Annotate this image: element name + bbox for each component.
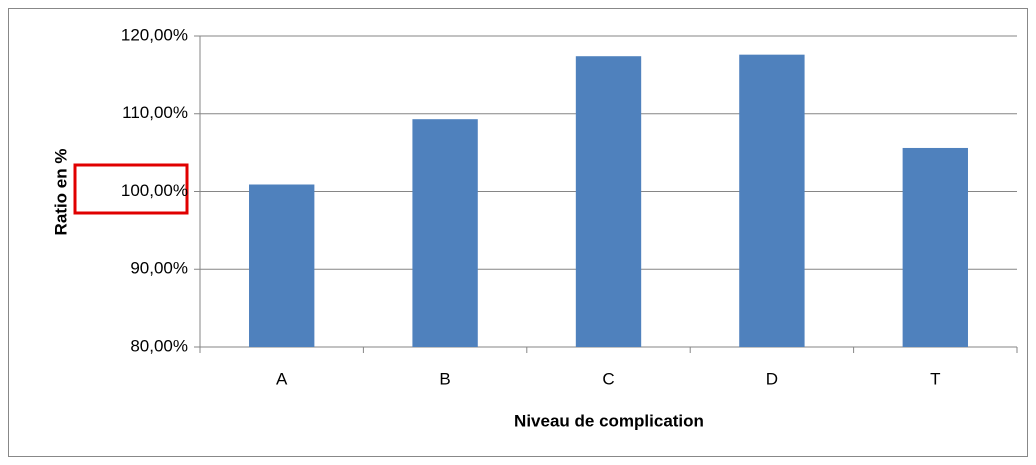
y-tick-label: 110,00% [122, 103, 188, 122]
y-tick-label: 90,00% [130, 259, 188, 278]
x-axis-title: Niveau de complication [514, 411, 704, 430]
bar [739, 54, 805, 347]
y-axis-title: Ratio en % [51, 149, 70, 236]
y-tick-label: 100,00% [121, 181, 188, 200]
highlight-box [73, 163, 189, 215]
y-tick-label: 120,00% [121, 25, 188, 44]
x-tick-label: D [766, 369, 778, 388]
x-tick-label: C [602, 369, 614, 388]
y-tick-label: 80,00% [130, 336, 188, 355]
x-tick-label: B [439, 369, 450, 388]
x-tick-label: T [930, 369, 940, 388]
chart-border [8, 8, 1028, 457]
bar [902, 147, 968, 347]
bar [249, 184, 315, 347]
bar [412, 119, 478, 347]
x-tick-label: A [276, 369, 288, 388]
bar [575, 56, 642, 348]
